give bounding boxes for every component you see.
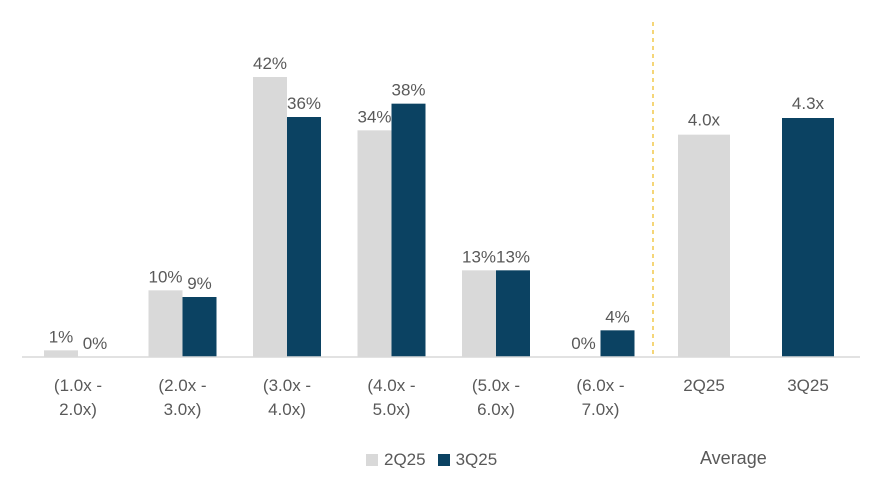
data-label-3q25-0: 0% [83, 334, 108, 353]
bar-2q25-1 [148, 290, 183, 357]
category-label-2-line-0: (3.0x - [263, 376, 311, 395]
bar-3q25-3 [391, 103, 426, 358]
legend-item-2q25: 2Q25 [366, 450, 426, 470]
data-label-2q25-4: 13% [462, 247, 496, 266]
legend: 2Q25 3Q25 [366, 450, 509, 470]
bar-3q25-2 [287, 117, 321, 357]
average-axis-label: Average [700, 448, 767, 468]
average-category-label-2q25: 2Q25 [683, 376, 725, 395]
bar-2q25-2 [253, 77, 287, 357]
category-label-3-line-1: 5.0x) [373, 400, 411, 419]
data-label-3q25-4: 13% [496, 247, 530, 266]
legend-label-2q25: 2Q25 [384, 450, 426, 469]
category-label-0-line-0: (1.0x - [54, 376, 102, 395]
legend-label-3q25: 3Q25 [455, 450, 498, 469]
category-label-1-line-1: 3.0x) [164, 400, 202, 419]
data-label-3q25-5: 4% [605, 307, 630, 326]
bar-3q25-4 [496, 270, 530, 357]
category-label-2-line-1: 4.0x) [268, 400, 306, 419]
data-label-2q25-1: 10% [148, 267, 182, 286]
data-label-3q25-1: 9% [187, 274, 212, 293]
category-label-3-line-0: (4.0x - [367, 376, 415, 395]
bar-2q25-0 [44, 350, 78, 357]
category-label-1-line-0: (2.0x - [158, 376, 206, 395]
data-label-3q25-3: 38% [391, 81, 425, 100]
category-label-4-line-0: (5.0x - [472, 376, 520, 395]
bar-2q25-4 [462, 270, 496, 357]
data-label-2q25-2: 42% [253, 54, 287, 73]
category-label-0-line-1: 2.0x) [59, 400, 97, 419]
data-label-3q25-2: 36% [287, 94, 321, 113]
data-label-2q25-3: 34% [357, 107, 391, 126]
category-label-5-line-1: 7.0x) [582, 400, 620, 419]
bar-3q25-1 [182, 297, 217, 357]
bar-2q25-3 [357, 130, 392, 357]
data-label-2q25-0: 1% [49, 327, 74, 346]
legend-item-3q25: 3Q25 [437, 450, 498, 470]
legend-swatch-3q25 [437, 454, 450, 466]
legend-swatch-2q25 [366, 454, 378, 466]
average-data-label-2q25: 4.0x [688, 111, 721, 130]
average-data-label-3q25: 4.3x [792, 94, 825, 113]
data-label-2q25-5: 0% [571, 334, 596, 353]
average-category-label-3q25: 3Q25 [787, 376, 829, 395]
average-bar-3q25 [782, 118, 834, 357]
category-label-4-line-1: 6.0x) [477, 400, 515, 419]
average-bar-2q25 [678, 134, 730, 357]
bar-3q25-5 [600, 330, 635, 357]
category-label-5-line-0: (6.0x - [576, 376, 624, 395]
